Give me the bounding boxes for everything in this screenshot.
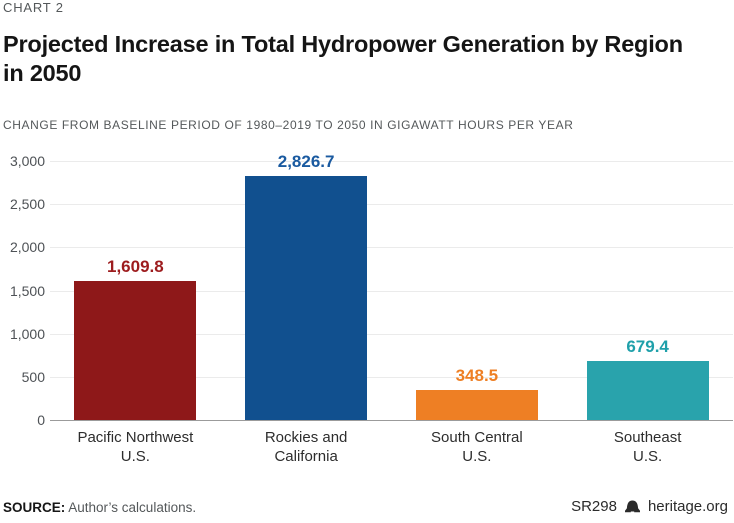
y-axis-tick-label: 3,000	[9, 153, 45, 169]
gridline	[50, 290, 733, 292]
x-axis-label: Pacific Northwest U.S.	[77, 429, 194, 465]
y-axis-tick-label: 1,000	[9, 325, 45, 342]
y-axis-tick-label: 1,500	[9, 282, 45, 299]
y-axis-tick-label: 0	[37, 412, 45, 428]
gridline	[50, 247, 733, 249]
x-axis-label: Rockies and California	[264, 429, 348, 465]
x-axis-line	[50, 420, 733, 421]
bar-value-label: 348.5	[455, 365, 499, 385]
gridline	[50, 161, 733, 162]
bar-chart: 0 500 1,000 1,500 2,000 2,500 3,000 1,609.8 Paci…	[3, 152, 733, 467]
gridline	[50, 204, 733, 206]
bar-value-label: 2,826.7	[277, 151, 335, 171]
site-link: heritage.org	[647, 498, 728, 515]
liberty-bell-icon	[624, 500, 641, 514]
gridline	[50, 333, 733, 335]
bar-southeast-u-s	[586, 361, 709, 420]
y-axis-tick-label: 500	[21, 368, 45, 385]
bar-value-label: 679.4	[626, 337, 669, 357]
plot-area: 0 500 1,000 1,500 2,000 2,500 3,000 1,609.8 Paci…	[10, 152, 733, 465]
chart-kicker: CHART 2	[3, 0, 64, 15]
x-axis-label: South Central U.S.	[431, 429, 523, 465]
footer: SOURCE: Author’s calculations. SR298 her…	[3, 498, 730, 517]
source-label: SOURCE:	[3, 500, 66, 515]
chart-subtitle: CHANGE FROM BASELINE PERIOD OF 1980–2019…	[3, 118, 574, 132]
gridline	[50, 376, 733, 378]
source-text: Author’s calculations.	[65, 500, 197, 515]
x-axis-label: Southeast U.S.	[613, 429, 682, 465]
bar-rockies-and-california	[245, 175, 368, 420]
y-axis-tick-label: 2,500	[9, 196, 45, 213]
report-id: SR298	[571, 498, 617, 515]
bar-south-central-u-s	[415, 389, 538, 420]
bar-value-label: 1,609.8	[107, 257, 164, 277]
source-note: SOURCE: Author’s calculations.	[3, 500, 196, 515]
bar-pacific-northwest-u-s	[74, 281, 197, 420]
credit: SR298 heritage.org	[571, 498, 728, 515]
y-axis-tick-label: 2,000	[9, 239, 45, 256]
page-title: Projected Increase in Total Hydropower G…	[3, 31, 683, 86]
